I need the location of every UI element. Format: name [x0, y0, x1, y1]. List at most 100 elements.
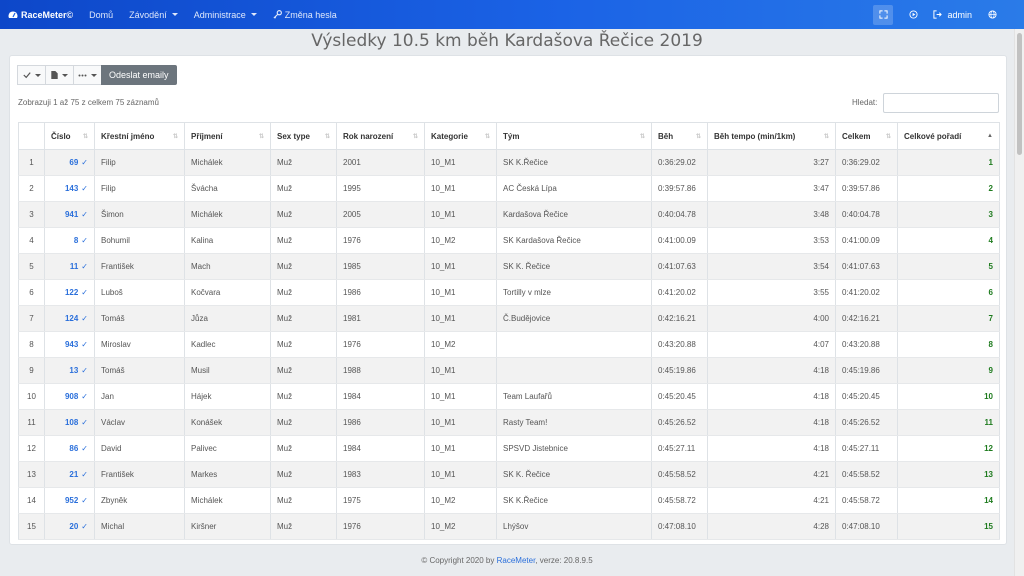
cell-category: 10_M1 — [424, 201, 497, 228]
cell-number[interactable]: 124 ✓ — [44, 305, 95, 332]
cell-number[interactable]: 69 ✓ — [44, 149, 95, 176]
cell-sex: Muž — [270, 331, 337, 358]
check-icon: ✓ — [81, 158, 88, 167]
column-header-number[interactable]: Číslo ⇅ — [44, 122, 95, 150]
table-row[interactable]: 8 943 ✓ Miroslav Kadlec Muž 1976 10_M2 0:43:20.8… — [18, 331, 1000, 358]
nav-item-home[interactable]: Domů — [89, 10, 113, 20]
table-row[interactable]: 1 69 ✓ Filip Michálek Muž 2001 10_M1 SK K.Řečice… — [18, 149, 1000, 176]
cell-index: 11 — [18, 409, 45, 436]
cell-number[interactable]: 21 ✓ — [44, 461, 95, 488]
cell-value: 0:40:04.78 — [658, 210, 696, 219]
cell-number[interactable]: 143 ✓ — [44, 175, 95, 202]
column-header-total[interactable]: Celkem ⇅ — [835, 122, 898, 150]
play-button[interactable] — [903, 5, 923, 25]
cell-number[interactable]: 943 ✓ — [44, 331, 95, 358]
cell-first-name: Filip — [94, 149, 185, 176]
cell-team: Rasty Team! — [496, 409, 652, 436]
cell-last-name: Konášek — [184, 409, 271, 436]
column-header-category[interactable]: Kategorie ⇅ — [424, 122, 497, 150]
cell-value: 4:00 — [813, 314, 829, 323]
cell-last-name: Kadlec — [184, 331, 271, 358]
column-header-run[interactable]: Běh ⇅ — [651, 122, 708, 150]
language-button[interactable] — [982, 5, 1002, 25]
scrollbar-thumb[interactable] — [1017, 33, 1022, 155]
column-header-pace[interactable]: Běh tempo (min/1km) ⇅ — [707, 122, 836, 150]
cell-overall-rank: 9 — [897, 357, 1000, 384]
column-header-last-name[interactable]: Příjmení ⇅ — [184, 122, 271, 150]
cell-number[interactable]: 8 ✓ — [44, 227, 95, 254]
cell-value: 0:43:20.88 — [658, 340, 696, 349]
table-row[interactable]: 2 143 ✓ Filip Švácha Muž 1995 10_M1 AC Česká Líp… — [18, 175, 1000, 202]
table-row[interactable]: 14 952 ✓ Zbyněk Michálek Muž 1975 10_M2 SK K.Řeč… — [18, 487, 1000, 514]
table-row[interactable]: 6 122 ✓ Luboš Kočvara Muž 1986 10_M1 Tortilly v … — [18, 279, 1000, 306]
cell-value: 1984 — [343, 444, 361, 453]
cell-value: Filip — [101, 184, 116, 193]
cell-value: Jůza — [191, 314, 208, 323]
table-row[interactable]: 11 108 ✓ Václav Konášek Muž 1986 10_M1 Rasty Tea… — [18, 409, 1000, 436]
send-emails-button[interactable]: Odeslat emaily — [101, 65, 177, 85]
column-header-first-name[interactable]: Křestní jméno ⇅ — [94, 122, 185, 150]
cell-number[interactable]: 122 ✓ — [44, 279, 95, 306]
cell-value: Kardašova Řečice — [503, 210, 568, 219]
cell-number[interactable]: 908 ✓ — [44, 383, 95, 410]
cell-number[interactable]: 13 ✓ — [44, 357, 95, 384]
table-row[interactable]: 15 20 ✓ Michal Kiršner Muž 1976 10_M2 Lhýšov 0:47… — [18, 513, 1000, 540]
cell-value: 0:36:29.02 — [842, 158, 880, 167]
cell-number[interactable]: 20 ✓ — [44, 513, 95, 540]
brand[interactable]: RaceMeter© — [8, 10, 73, 20]
export-button[interactable] — [45, 65, 74, 85]
cell-category: 10_M1 — [424, 149, 497, 176]
play-icon — [909, 10, 918, 19]
cell-value: 0:45:27.11 — [658, 444, 696, 453]
cell-value: 941 — [64, 210, 79, 219]
cell-pace: 4:18 — [707, 435, 836, 462]
nav-item-racing[interactable]: Závodění — [129, 10, 178, 20]
table-row[interactable]: 13 21 ✓ František Markes Muž 1983 10_M1 SK K. Ře… — [18, 461, 1000, 488]
cell-value: Luboš — [101, 288, 123, 297]
more-options-button[interactable] — [73, 65, 102, 85]
search-input[interactable] — [883, 93, 999, 113]
nav-item-administration[interactable]: Administrace — [194, 10, 257, 20]
cell-category: 10_M2 — [424, 487, 497, 514]
cell-value: 10_M1 — [431, 418, 456, 427]
user-menu[interactable]: admin — [933, 10, 972, 20]
cell-value: 0:41:20.02 — [842, 288, 880, 297]
cell-value: 86 — [69, 444, 79, 453]
cell-value: Rasty Team! — [503, 418, 548, 427]
cell-number[interactable]: 11 ✓ — [44, 253, 95, 280]
fullscreen-button[interactable] — [873, 4, 894, 25]
cell-pace: 4:21 — [707, 461, 836, 488]
cell-number[interactable]: 108 ✓ — [44, 409, 95, 436]
cell-number[interactable]: 952 ✓ — [44, 487, 95, 514]
cell-birth-year: 1983 — [336, 461, 425, 488]
cell-value: 8 — [29, 340, 34, 349]
column-header-team[interactable]: Tým ⇅ — [496, 122, 652, 150]
footer-link[interactable]: RaceMeter — [496, 556, 536, 565]
table-row[interactable]: 10 908 ✓ Jan Hájek Muž 1984 10_M1 Team Laufařů 0:… — [18, 383, 1000, 410]
table-row[interactable]: 5 11 ✓ František Mach Muž 1985 10_M1 SK K. Řečic… — [18, 253, 1000, 280]
nav-item-change-password[interactable]: Změna hesla — [273, 10, 337, 20]
cell-index: 10 — [18, 383, 45, 410]
column-header-sex[interactable]: Sex type ⇅ — [270, 122, 337, 150]
table-body: 1 69 ✓ Filip Michálek Muž 2001 10_M1 SK K.Řečice… — [18, 149, 1000, 540]
cell-value: Muž — [277, 288, 293, 297]
table-row[interactable]: 9 13 ✓ Tomáš Musil Muž 1988 10_M1 0:45:19.86 4:18… — [18, 357, 1000, 384]
select-columns-button[interactable] — [17, 65, 46, 85]
cell-number[interactable]: 86 ✓ — [44, 435, 95, 462]
cell-value: 1 — [29, 158, 34, 167]
cell-index: 4 — [18, 227, 45, 254]
cell-birth-year: 1976 — [336, 513, 425, 540]
cell-first-name: Zbyněk — [94, 487, 185, 514]
column-header-birth-year[interactable]: Rok narození ⇅ — [336, 122, 425, 150]
table-row[interactable]: 3 941 ✓ Šimon Michálek Muž 2005 10_M1 Kardašova … — [18, 201, 1000, 228]
cell-value: Muž — [277, 314, 293, 323]
cell-number[interactable]: 941 ✓ — [44, 201, 95, 228]
column-header-overall-rank[interactable]: Celkové pořadí ▲ — [897, 122, 1000, 150]
table-row[interactable]: 12 86 ✓ David Palivec Muž 1984 10_M1 SPSVD Jiste… — [18, 435, 1000, 462]
sort-icon: ⇅ — [324, 134, 330, 140]
table-row[interactable]: 4 8 ✓ Bohumil Kalina Muž 1976 10_M2 SK Kardašova… — [18, 227, 1000, 254]
table-row[interactable]: 7 124 ✓ Tomáš Jůza Muž 1981 10_M1 Č.Budějovice 0:… — [18, 305, 1000, 332]
page-scrollbar[interactable] — [1014, 29, 1024, 576]
user-name: admin — [947, 9, 972, 20]
cell-value: Filip — [101, 158, 116, 167]
